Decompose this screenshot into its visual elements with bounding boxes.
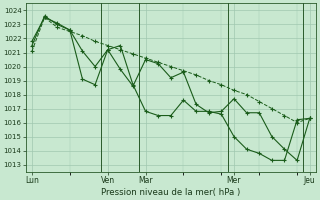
X-axis label: Pression niveau de la mer( hPa ): Pression niveau de la mer( hPa ) bbox=[101, 188, 240, 197]
